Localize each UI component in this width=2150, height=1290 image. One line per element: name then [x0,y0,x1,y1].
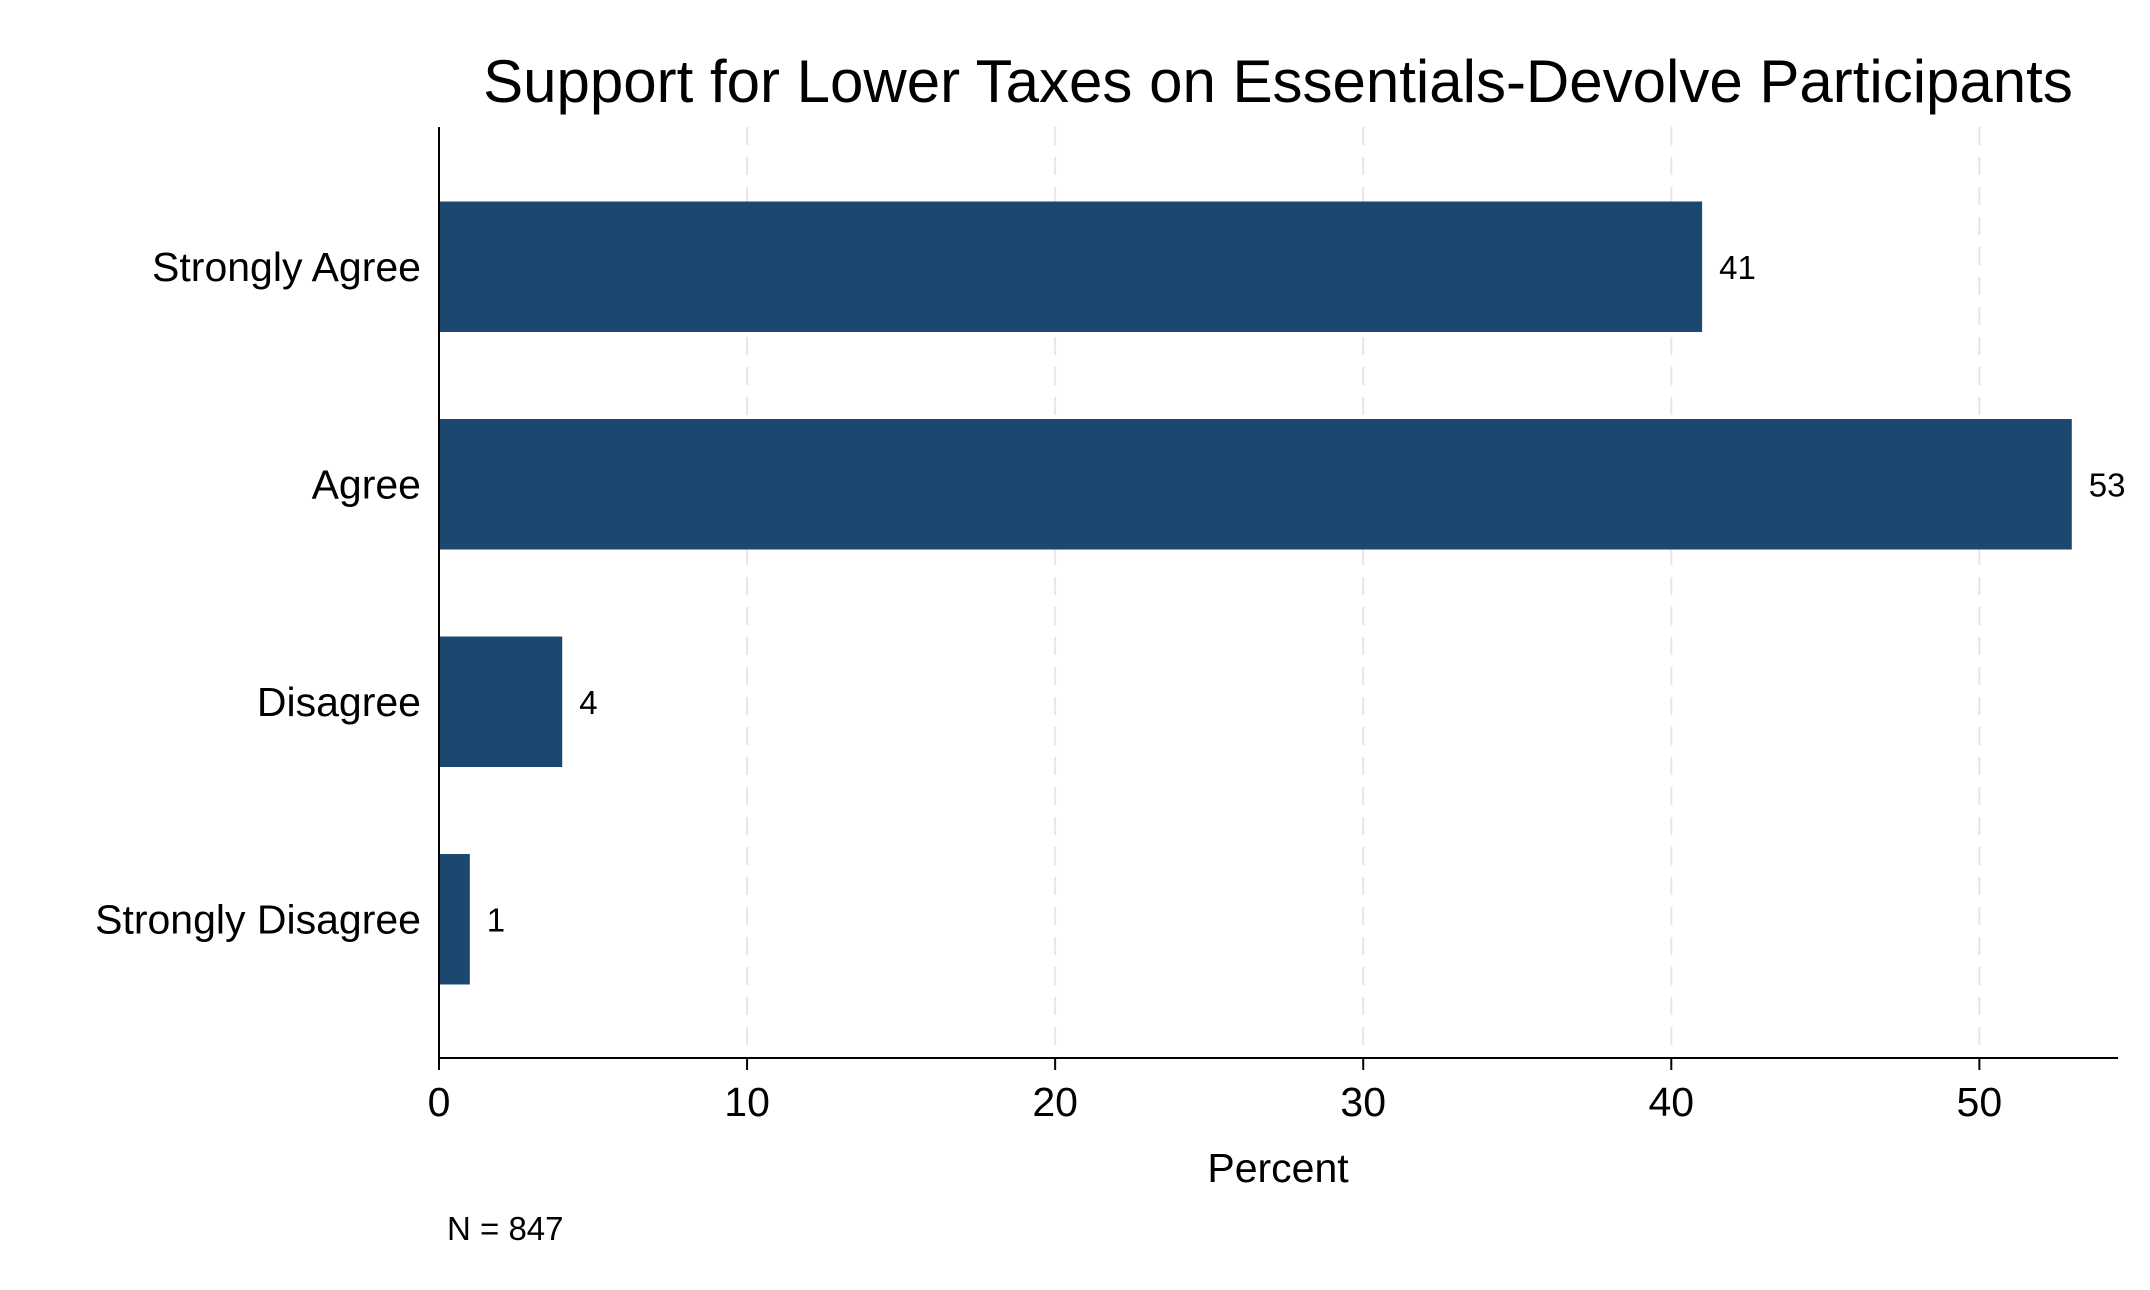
x-axis-ticks: 0 10 20 30 40 50 [428,1058,2003,1125]
x-tick-label-30: 30 [1340,1079,1386,1125]
value-label-disagree: 4 [579,684,597,721]
x-tick-label-10: 10 [724,1079,770,1125]
x-tick-label-50: 50 [1957,1079,2003,1125]
category-label-strongly-agree: Strongly Agree [152,244,421,290]
value-label-strongly-agree: 41 [1719,249,1756,286]
x-axis-title: Percent [1207,1145,1349,1191]
chart-title: Support for Lower Taxes on Essentials-De… [483,48,2073,115]
x-tick-label-20: 20 [1032,1079,1078,1125]
bar-disagree [439,636,563,767]
category-label-disagree: Disagree [257,679,421,725]
value-label-strongly-disagree: 1 [487,901,505,938]
bars [439,201,2072,985]
x-tick-label-40: 40 [1648,1079,1694,1125]
bar-strongly-disagree [439,854,470,985]
category-labels: Strongly Agree Agree Disagree Strongly Disa… [95,244,421,943]
sample-size-note: N = 847 [447,1210,564,1247]
category-label-agree: Agree [312,461,421,507]
bar-agree [439,419,2072,550]
category-label-strongly-disagree: Strongly Disagree [95,896,421,942]
value-label-agree: 53 [2089,466,2126,503]
x-tick-label-0: 0 [428,1079,451,1125]
bar-strongly-agree [439,201,1703,332]
